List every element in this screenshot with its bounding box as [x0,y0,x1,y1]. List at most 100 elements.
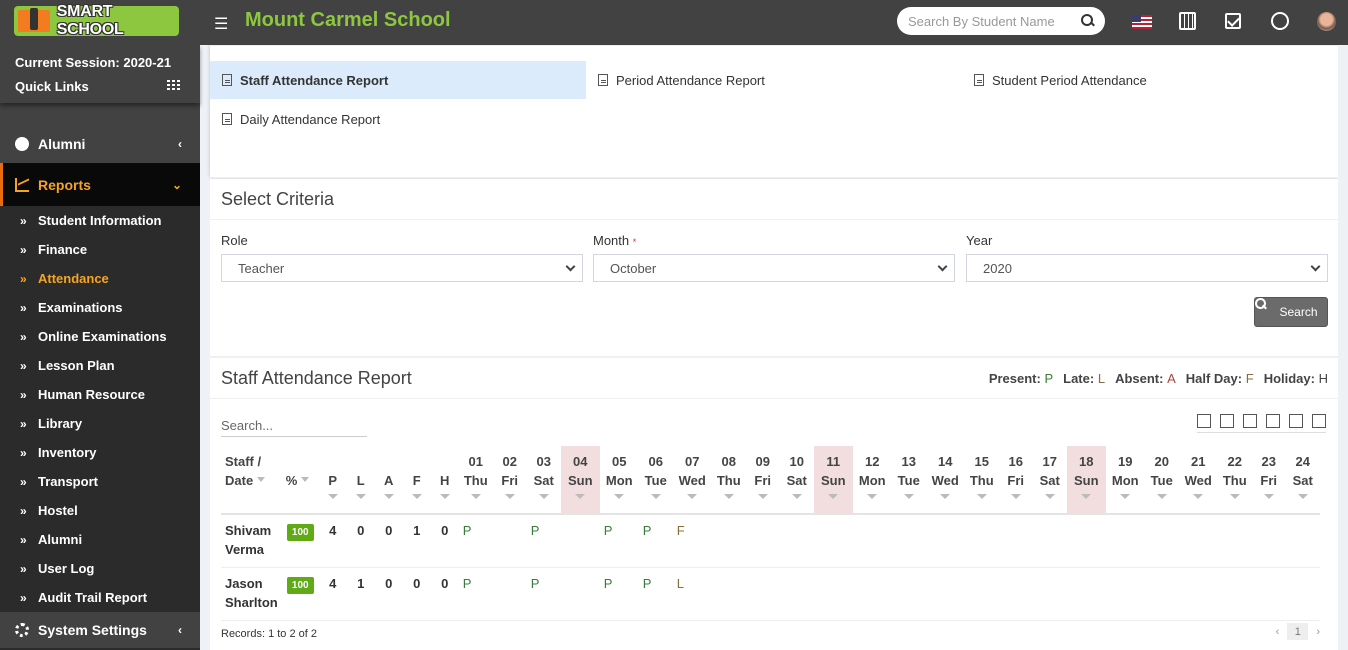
search-button[interactable]: Search [1254,297,1328,327]
day-mark [779,514,814,568]
sidebar-item-system-settings[interactable]: System Settings ‹ [0,612,200,648]
role-select[interactable]: Teacher [221,254,583,282]
submenu-lesson-plan[interactable]: » Lesson Plan [20,358,115,373]
year-select[interactable]: 2020 [966,254,1328,282]
day-column-header[interactable]: 01 Thu [458,446,493,515]
day-column-header[interactable]: 09 Fri [745,446,780,515]
document-icon [598,74,608,86]
page-scrollbar[interactable] [1338,45,1348,650]
chevron-left-icon: ‹ [178,137,182,151]
day-mark [964,567,999,621]
excel-icon[interactable] [1220,414,1234,428]
search-icon[interactable] [1081,14,1095,28]
attendance-table: Staff / Date % P L A F H 01 Thu 02 Fri 03 Sat 04 Sun 0… [221,446,1320,621]
column-header[interactable]: Staff / Date [221,446,282,515]
submenu-inventory[interactable]: » Inventory [20,445,97,460]
task-checkbox-icon[interactable] [1225,13,1241,29]
day-column-header[interactable]: 12 Mon [852,446,892,515]
day-mark [1217,514,1252,568]
whatsapp-icon[interactable] [1271,12,1289,30]
double-chevron-icon: » [20,532,27,547]
day-column-header[interactable]: 03 Sat [526,446,561,515]
submenu-human-resource[interactable]: » Human Resource [20,387,145,402]
submenu-student-information[interactable]: » Student Information [20,213,162,228]
copy-icon[interactable] [1197,414,1211,428]
user-avatar[interactable] [1317,12,1336,31]
page-button[interactable]: 1 [1287,623,1309,640]
day-mark [711,514,746,568]
day-column-header[interactable]: 23 Fri [1251,446,1286,515]
day-column-header[interactable]: 10 Sat [779,446,814,515]
submenu-library[interactable]: » Library [20,416,83,431]
day-column-header[interactable]: 08 Thu [711,446,746,515]
submenu-audit-trail-report[interactable]: » Audit Trail Report [20,590,148,605]
day-mark [492,514,527,568]
next-page-icon[interactable]: › [1316,625,1320,638]
column-header[interactable]: F [402,446,431,515]
day-column-header[interactable]: 22 Thu [1217,446,1252,515]
link-daily-attendance-report[interactable]: Daily Attendance Report [210,100,586,138]
day-column-header[interactable]: 05 Mon [599,446,639,515]
day-mark: P [526,567,561,621]
csv-icon[interactable] [1243,414,1257,428]
day-column-header[interactable]: 11 Sun [813,446,853,515]
day-mark [891,514,926,568]
column-header[interactable]: L [346,446,375,515]
day-column-header[interactable]: 17 Sat [1032,446,1067,515]
hamburger-menu-icon[interactable]: ☰ [214,16,229,33]
student-search-box [897,7,1105,35]
day-mark [711,567,746,621]
day-column-header[interactable]: 06 Tue [638,446,673,515]
school-name: Mount Carmel School [245,9,451,31]
day-column-header[interactable]: 20 Tue [1144,446,1179,515]
link-staff-attendance-report[interactable]: Staff Attendance Report [210,61,586,99]
export-toolbar [1197,414,1326,433]
table-row: Jason Sharlton 100 4 1 0 0 0 P P P P L [221,567,1320,621]
day-column-header[interactable]: 07 Wed [672,446,712,515]
main-content: Staff Attendance Report Period Attendanc… [210,45,1338,650]
grid-icon[interactable] [167,80,180,90]
pdf-icon[interactable] [1266,414,1280,428]
column-header[interactable]: H [430,446,459,515]
sidebar-item-alumni[interactable]: Alumni ‹ [0,125,200,163]
submenu-online-examinations[interactable]: » Online Examinations [20,329,167,344]
day-column-header[interactable]: 24 Sat [1285,446,1320,515]
link-student-period-attendance[interactable]: Student Period Attendance [962,61,1338,99]
student-search-input[interactable] [908,13,1068,29]
day-column-header[interactable]: 18 Sun [1066,446,1106,515]
column-header[interactable]: A [374,446,403,515]
quick-links[interactable]: Quick Links [15,79,89,94]
table-search-input[interactable] [221,415,367,437]
day-mark [1105,514,1145,568]
column-header[interactable]: P [318,446,347,515]
print-icon[interactable] [1289,414,1303,428]
smart-school-logo[interactable]: SMART SCHOOL [14,3,179,38]
day-column-header[interactable]: 15 Thu [964,446,999,515]
day-mark [852,567,892,621]
prev-page-icon[interactable]: ‹ [1275,625,1280,638]
day-column-header[interactable]: 02 Fri [492,446,527,515]
day-column-header[interactable]: 21 Wed [1178,446,1218,515]
percentage-cell: 100 [281,514,319,568]
us-flag-language-icon[interactable] [1132,15,1152,29]
column-header[interactable]: % [281,446,319,515]
day-column-header[interactable]: 19 Mon [1105,446,1145,515]
day-column-header[interactable]: 16 Fri [998,446,1033,515]
submenu-finance[interactable]: » Finance [20,242,88,257]
submenu-hostel[interactable]: » Hostel [20,503,78,518]
link-period-attendance-report[interactable]: Period Attendance Report [586,61,962,99]
current-session[interactable]: Current Session: 2020-21 [15,55,172,70]
columns-icon[interactable] [1312,414,1326,428]
sidebar-item-reports[interactable]: Reports ⌄ [0,163,200,206]
day-column-header[interactable]: 14 Wed [925,446,965,515]
submenu-alumni[interactable]: » Alumni [20,532,83,547]
calendar-icon[interactable] [1179,12,1196,30]
submenu-user-log[interactable]: » User Log [20,561,95,576]
submenu-transport[interactable]: » Transport [20,474,98,489]
day-column-header[interactable]: 04 Sun [560,446,600,515]
month-select[interactable]: October [593,254,955,282]
day-column-header[interactable]: 13 Tue [891,446,926,515]
submenu-attendance[interactable]: » Attendance [20,271,109,286]
submenu-examinations[interactable]: » Examinations [20,300,123,315]
sidebar-item-label: Reports [38,176,91,193]
